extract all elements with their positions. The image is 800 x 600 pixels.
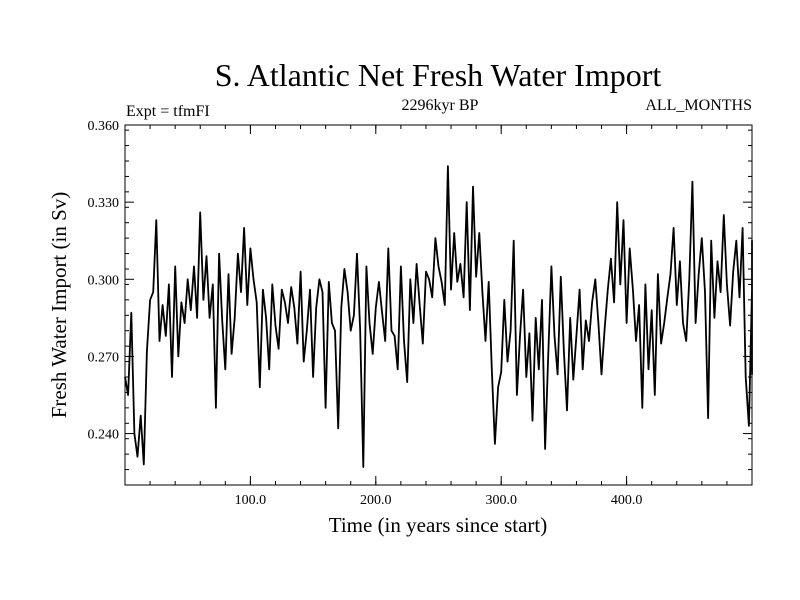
y-tick-label: 0.270: [88, 350, 120, 365]
x-tick-label: 400.0: [611, 493, 643, 508]
experiment-label: Expt = tfmFI: [126, 103, 210, 120]
x-tick-label: 200.0: [360, 493, 392, 508]
y-tick-label: 0.360: [88, 119, 120, 134]
chart-title: S. Atlantic Net Fresh Water Import: [215, 57, 662, 93]
y-axis-label: Fresh Water Import (in Sv): [47, 192, 71, 419]
x-axis-label: Time (in years since start): [329, 513, 548, 537]
period-label: 2296kyr BP: [402, 97, 479, 114]
x-tick-label: 300.0: [485, 493, 517, 508]
series-line-fresh-water-import: [124, 165, 753, 468]
y-tick-label: 0.300: [88, 273, 120, 288]
axis-tick-labels: 100.0 200.0 300.0 400.0 0.240 0.270 0.300 0.330…: [88, 119, 643, 508]
y-tick-label: 0.240: [88, 428, 120, 443]
axis-ticks: [125, 124, 752, 485]
y-tick-label: 0.330: [88, 196, 120, 211]
plot-frame: [124, 124, 753, 486]
x-tick-label: 100.0: [235, 493, 267, 508]
months-label: ALL_MONTHS: [645, 97, 752, 114]
